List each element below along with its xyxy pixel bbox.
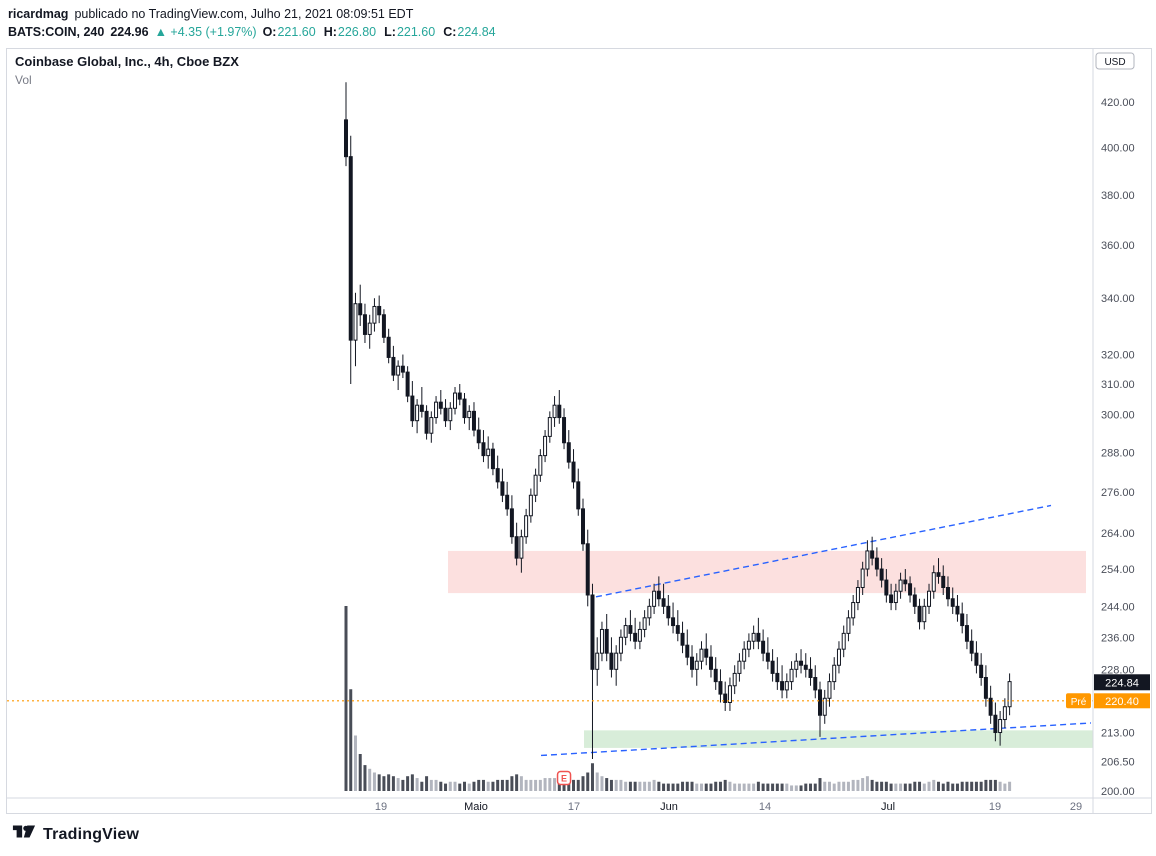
svg-text:380.00: 380.00 [1101, 190, 1135, 202]
premarket-price-value: 220.40 [1105, 696, 1139, 708]
svg-text:420.00: 420.00 [1101, 97, 1135, 109]
svg-text:340.00: 340.00 [1101, 293, 1135, 305]
svg-text:14: 14 [759, 801, 771, 813]
last-price-badge [1094, 674, 1150, 691]
current-price: 224.96 [110, 25, 149, 39]
svg-text:200.00: 200.00 [1101, 786, 1135, 798]
price-change: ▲ +4.35 (+1.97%) [154, 25, 257, 39]
support-zone [584, 730, 1093, 748]
premarket-label-text: Pré [1071, 697, 1087, 708]
svg-text:19: 19 [989, 801, 1001, 813]
resistance-zone [448, 550, 1086, 594]
lower-ascending-trendline [540, 722, 1092, 757]
svg-text:17: 17 [568, 801, 580, 813]
low-value: L:221.60 [384, 25, 436, 39]
tradingview-wordmark: TradingView [43, 825, 140, 843]
chart-frame: 420.00 400.00 380.00 360.00 340.00 320.00 310.… [6, 48, 1152, 814]
svg-text:Maio: Maio [464, 801, 488, 813]
svg-text:276.00: 276.00 [1101, 487, 1135, 499]
tradingview-logo-icon [12, 820, 36, 849]
svg-text:213.00: 213.00 [1101, 728, 1135, 740]
upper-ascending-trendline [595, 504, 1052, 598]
currency-badge-label: USD [1104, 57, 1125, 68]
close-value: C:224.84 [443, 25, 496, 39]
time-axis[interactable]: 19 Maio 17 Jun 14 Jul 19 29 [375, 801, 1082, 813]
svg-text:310.00: 310.00 [1101, 379, 1135, 391]
earnings-icon[interactable] [556, 770, 572, 786]
price-axis[interactable]: 420.00 400.00 380.00 360.00 340.00 320.00 310.… [1101, 97, 1135, 798]
candlestick-chart[interactable]: 420.00 400.00 380.00 360.00 340.00 320.00 310.… [7, 49, 1151, 813]
publish-line: ricardmag publicado no TradingView.com, J… [8, 5, 504, 23]
svg-text:300.00: 300.00 [1101, 409, 1135, 421]
author-name: ricardmag [8, 7, 69, 21]
svg-text:244.00: 244.00 [1101, 601, 1135, 613]
svg-text:19: 19 [375, 801, 387, 813]
last-price-badge-value: 224.84 [1105, 677, 1139, 689]
symbol-interval: BATS:COIN, 240 [8, 25, 105, 39]
candles [344, 82, 1012, 760]
high-value: H:226.80 [323, 25, 377, 39]
publish-info: publicado no TradingView.com, Julho 21, … [74, 7, 414, 21]
open-value: O:221.60 [262, 25, 316, 39]
premarket-price-badge [1094, 693, 1150, 709]
volume-bars [344, 606, 1012, 791]
currency-badge[interactable] [1095, 52, 1135, 70]
svg-text:Jun: Jun [660, 801, 678, 813]
svg-text:400.00: 400.00 [1101, 142, 1135, 154]
svg-text:29: 29 [1070, 801, 1082, 813]
svg-text:228.00: 228.00 [1101, 664, 1135, 676]
svg-text:288.00: 288.00 [1101, 447, 1135, 459]
earnings-icon-letter: E [561, 774, 567, 784]
svg-text:254.00: 254.00 [1101, 564, 1135, 576]
svg-text:264.00: 264.00 [1101, 528, 1135, 540]
svg-text:320.00: 320.00 [1101, 350, 1135, 362]
tradingview-logo[interactable]: TradingView [12, 820, 139, 849]
symbol-line: BATS:COIN, 240 224.96 ▲ +4.35 (+1.97%) O:22… [8, 23, 504, 41]
svg-text:Jul: Jul [881, 801, 895, 813]
share-header: ricardmag publicado no TradingView.com, J… [8, 5, 504, 41]
svg-text:236.00: 236.00 [1101, 632, 1135, 644]
premarket-label-badge [1066, 693, 1091, 709]
svg-text:360.00: 360.00 [1101, 240, 1135, 252]
svg-text:206.50: 206.50 [1101, 756, 1135, 768]
